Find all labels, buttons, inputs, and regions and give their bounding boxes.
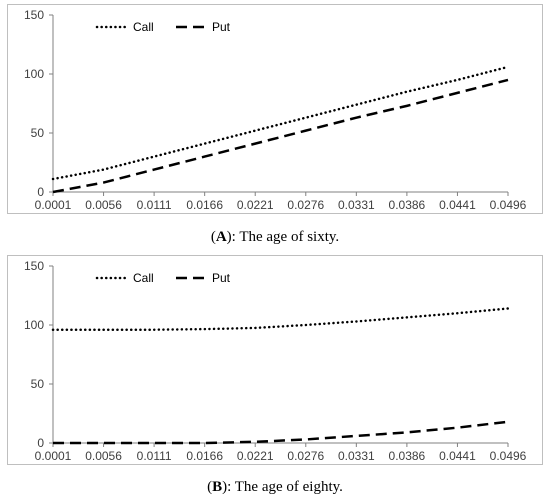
x-tick-label: 0.0001	[35, 449, 72, 463]
y-tick-label: 50	[31, 126, 45, 140]
chart-panel-a: 0 50 100 150 0.0001 0.0056 0.0111 0.0166 0.0221 0…	[7, 4, 543, 214]
x-tick-label: 0.0441	[439, 449, 476, 463]
x-tick-label: 0.0221	[237, 449, 274, 463]
line-chart-a: 0 50 100 150 0.0001 0.0056 0.0111 0.0166 0.0221 0…	[24, 8, 527, 212]
x-tick-label: 0.0331	[338, 198, 375, 212]
caption-b: (B): The age of eighty.	[207, 479, 343, 495]
x-tick-label: 0.0496	[490, 449, 527, 463]
legend-label-put: Put	[212, 20, 231, 34]
x-tick-label: 0.0221	[237, 198, 274, 212]
y-tick-label: 50	[31, 377, 45, 391]
x-tick-label: 0.0496	[490, 198, 527, 212]
x-tick-label: 0.0166	[186, 449, 223, 463]
legend-label-put: Put	[212, 271, 231, 285]
series-line-call	[51, 307, 510, 331]
y-tick-label: 150	[24, 259, 44, 273]
x-tick-label: 0.0111	[137, 198, 172, 212]
x-tick-label: 0.0166	[186, 198, 223, 212]
y-tick-label: 100	[24, 67, 44, 81]
legend-label-call: Call	[133, 20, 154, 34]
line-chart-b: 0 50 100 150 0.0001 0.0056 0.0111 0.0166 0.0221 0…	[24, 259, 527, 463]
x-tick-label: 0.0276	[287, 198, 324, 212]
x-tick-label: 0.0441	[439, 198, 476, 212]
x-tick-label: 0.0276	[287, 449, 324, 463]
y-tick-label: 0	[37, 436, 44, 450]
caption-a: (A): The age of sixty.	[210, 229, 340, 245]
x-tick-label: 0.0386	[389, 198, 426, 212]
x-tick-label: 0.0386	[389, 449, 426, 463]
legend: Call Put	[95, 271, 231, 285]
series-line-put	[52, 78, 509, 194]
x-tick-label: 0.0056	[85, 449, 122, 463]
series-line-put	[53, 420, 509, 445]
chart-panel-b: 0 50 100 150 0.0001 0.0056 0.0111 0.0166 0.0221 0…	[7, 255, 543, 465]
x-tick-label: 0.0111	[137, 449, 172, 463]
x-tick-label: 0.0001	[35, 198, 72, 212]
y-tick-label: 0	[37, 185, 44, 199]
x-tick-label: 0.0331	[338, 449, 375, 463]
y-tick-label: 150	[24, 8, 44, 22]
legend-label-call: Call	[133, 271, 154, 285]
x-tick-label: 0.0056	[85, 198, 122, 212]
y-tick-label: 100	[24, 318, 44, 332]
series-line-call	[51, 65, 510, 181]
legend: Call Put	[95, 20, 231, 34]
